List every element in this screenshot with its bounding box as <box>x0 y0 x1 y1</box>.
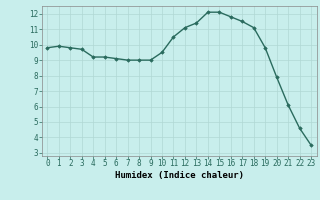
X-axis label: Humidex (Indice chaleur): Humidex (Indice chaleur) <box>115 171 244 180</box>
